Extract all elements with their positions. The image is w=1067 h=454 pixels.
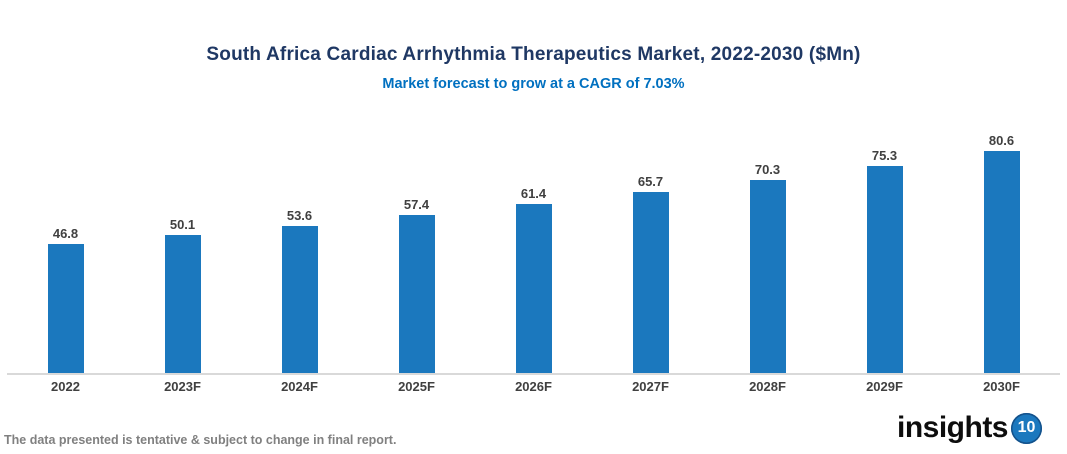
bar-group: 65.7: [592, 99, 709, 373]
chart-subtitle: Market forecast to grow at a CAGR of 7.0…: [382, 76, 685, 92]
bar-value-label: 61.4: [520, 186, 547, 201]
bar-value-label: 50.1: [169, 217, 196, 232]
bar-value-label: 80.6: [988, 133, 1015, 148]
bar: [866, 166, 903, 373]
bar-group: 50.1: [124, 99, 241, 373]
bar: [983, 151, 1020, 373]
logo-wordmark: insights: [896, 411, 1009, 444]
bar-group: 80.6: [943, 99, 1060, 373]
x-tick-label: 2022: [51, 379, 80, 394]
bar: [164, 235, 201, 373]
bar: [749, 180, 786, 373]
bar-value-label: 70.3: [754, 162, 781, 177]
bar-value-label: 53.6: [286, 208, 313, 223]
chart-title: South Africa Cardiac Arrhythmia Therapeu…: [206, 44, 861, 65]
x-tick-label: 2026F: [515, 379, 552, 394]
x-tick-label: 2023F: [164, 379, 201, 394]
bar-group: 57.4: [358, 99, 475, 373]
bar-group: 61.4: [475, 99, 592, 373]
bar: [398, 215, 435, 373]
plot-area: 46.8 50.1 53.6 57.4 61.4 65.7 70.3 75.3 80.6: [7, 99, 1060, 375]
x-tick-label: 2027F: [632, 379, 669, 394]
bar-value-label: 65.7: [637, 174, 664, 189]
x-tick-label: 2025F: [398, 379, 435, 394]
bar-group: 53.6: [241, 99, 358, 373]
bar-group: 75.3: [826, 99, 943, 373]
insights10-logo: insights 10: [897, 411, 1042, 445]
bar-value-label: 46.8: [52, 226, 79, 241]
bar: [281, 226, 318, 373]
x-tick-label: 2029F: [866, 379, 903, 394]
x-tick-label: 2030F: [983, 379, 1020, 394]
bar-value-label: 57.4: [403, 197, 430, 212]
bar-group: 70.3: [709, 99, 826, 373]
bar: [632, 192, 669, 373]
x-tick-label: 2024F: [281, 379, 318, 394]
bar: [515, 204, 552, 373]
bar-group: 46.8: [7, 99, 124, 373]
x-axis-ticks: 2022 2023F 2024F 2025F 2026F 2027F 2028F 2029F 2…: [7, 379, 1060, 394]
bar: [47, 244, 84, 373]
bar-value-label: 75.3: [871, 148, 898, 163]
footnote: The data presented is tentative & subjec…: [4, 433, 397, 447]
x-tick-label: 2028F: [749, 379, 786, 394]
logo-10-badge-icon: 10: [1011, 412, 1042, 444]
